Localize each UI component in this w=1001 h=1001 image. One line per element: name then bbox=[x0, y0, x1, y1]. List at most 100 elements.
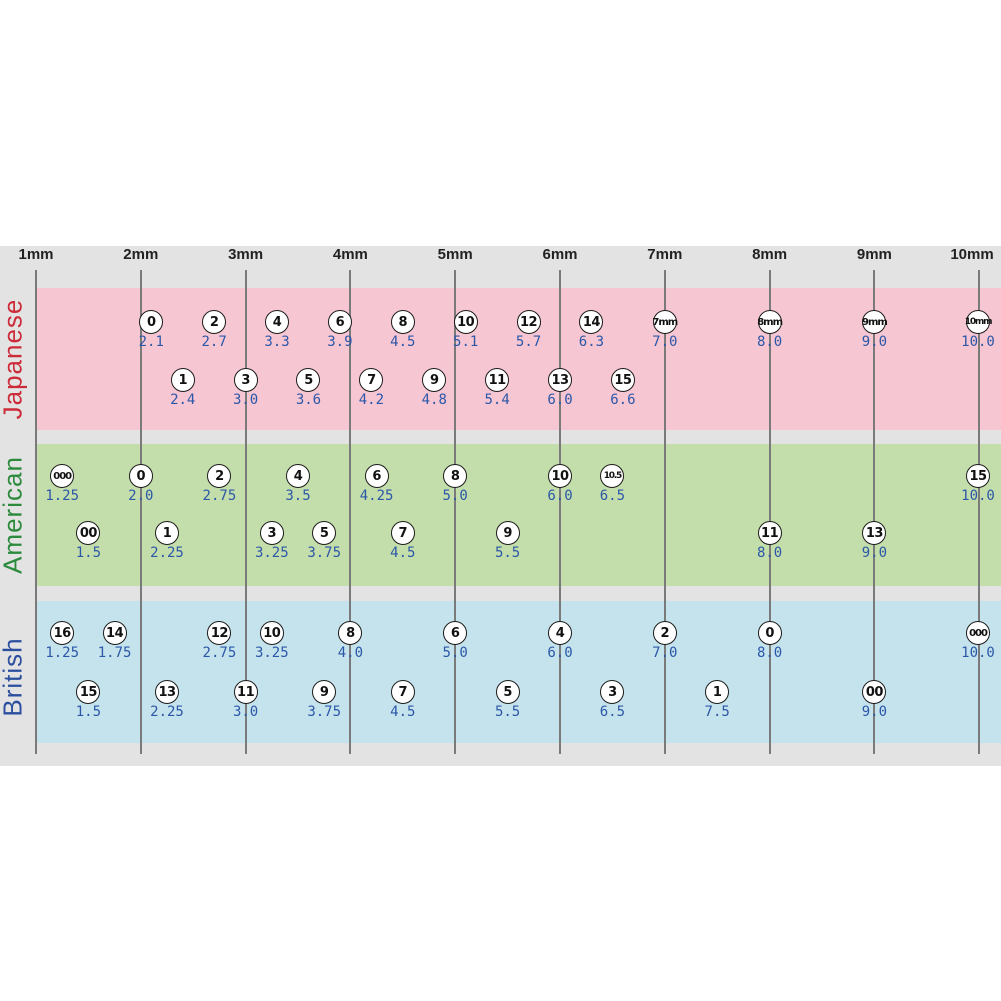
size-label: 10 bbox=[259, 621, 284, 645]
size-label: 5 bbox=[296, 368, 321, 392]
gridline-6mm bbox=[559, 270, 561, 754]
tick-label-7mm: 7mm bbox=[647, 246, 683, 263]
size-label: 12 bbox=[207, 621, 232, 645]
mm-value: 2.7 bbox=[201, 334, 227, 350]
size-label: 8mm bbox=[757, 310, 783, 334]
mm-value: 4.5 bbox=[390, 334, 416, 350]
size-label: 13 bbox=[862, 521, 887, 545]
tick-label-6mm: 6mm bbox=[542, 246, 578, 263]
size-label: 4 bbox=[286, 464, 310, 488]
size-label: 1 bbox=[155, 521, 179, 545]
size-label: 1 bbox=[170, 368, 195, 392]
mm-value: 4.25 bbox=[359, 488, 394, 504]
gridline-9mm bbox=[873, 270, 876, 754]
size-label: 000 bbox=[50, 464, 75, 488]
mm-value: 6.0 bbox=[547, 392, 573, 408]
size-label: 2 bbox=[652, 621, 677, 645]
mm-value: 8.0 bbox=[756, 334, 783, 350]
mm-value: 2.0 bbox=[128, 488, 154, 504]
tick-label-8mm: 8mm bbox=[752, 246, 788, 263]
size-label: 7 bbox=[390, 680, 415, 704]
size-label: 000 bbox=[966, 621, 990, 645]
mm-value: 3.5 bbox=[285, 488, 311, 504]
size-label: 11 bbox=[233, 680, 258, 704]
size-label: 15 bbox=[966, 464, 990, 488]
mm-value: 6.3 bbox=[578, 334, 605, 350]
mm-value: 4.5 bbox=[390, 704, 416, 720]
mm-value: 10.0 bbox=[961, 645, 995, 661]
size-label: 10.5 bbox=[600, 464, 625, 488]
size-label: 4 bbox=[548, 621, 572, 645]
gridline-7mm bbox=[663, 270, 666, 754]
tick-label-4mm: 4mm bbox=[332, 246, 368, 263]
size-label: 14 bbox=[102, 621, 127, 645]
mm-value: 9.0 bbox=[861, 545, 888, 561]
mm-value: 3.6 bbox=[295, 392, 322, 408]
mm-value: 5.5 bbox=[494, 704, 521, 720]
size-label: 8 bbox=[338, 621, 363, 645]
size-label: 13 bbox=[548, 368, 572, 392]
mm-value: 8.0 bbox=[756, 545, 783, 561]
mm-value: 6.5 bbox=[599, 488, 626, 504]
size-label: 3 bbox=[259, 521, 284, 545]
size-label: 16 bbox=[50, 621, 75, 645]
size-label: 10mm bbox=[965, 310, 992, 334]
size-label: 7 bbox=[390, 521, 415, 545]
gridline-2mm bbox=[139, 270, 142, 754]
band-british bbox=[36, 601, 1001, 743]
size-label: 7 bbox=[359, 368, 384, 392]
size-label: 2 bbox=[202, 310, 227, 334]
size-label: 9 bbox=[312, 680, 337, 704]
row-label-american-text: American bbox=[0, 456, 28, 574]
size-label: 9 bbox=[495, 521, 520, 545]
mm-value: 1.5 bbox=[75, 545, 102, 561]
mm-value: 6.0 bbox=[547, 488, 573, 504]
row-label-japanese-text: Japanese bbox=[0, 298, 28, 420]
size-label: 6 bbox=[443, 621, 468, 645]
mm-value: 2.1 bbox=[138, 334, 164, 350]
mm-value: 5.1 bbox=[453, 334, 479, 350]
mm-value: 2.25 bbox=[150, 545, 184, 561]
size-label: 13 bbox=[155, 680, 179, 704]
mm-value: 6.5 bbox=[599, 704, 626, 720]
size-label: 8 bbox=[443, 464, 468, 488]
mm-value: 7.0 bbox=[652, 645, 678, 661]
size-label: 11 bbox=[485, 368, 510, 392]
size-label: 8 bbox=[390, 310, 415, 334]
size-label: 7mm bbox=[652, 310, 678, 334]
size-label: 6 bbox=[327, 310, 352, 334]
size-label: 11 bbox=[757, 521, 782, 545]
mm-value: 2.75 bbox=[202, 645, 237, 661]
size-label: 14 bbox=[579, 310, 604, 334]
size-label: 1 bbox=[705, 680, 730, 704]
size-label: 0 bbox=[757, 621, 782, 645]
mm-value: 7.0 bbox=[652, 334, 678, 350]
size-label: 10 bbox=[453, 310, 478, 334]
gridline-10mm bbox=[978, 270, 981, 754]
mm-value: 3.9 bbox=[327, 334, 353, 350]
mm-value: 3.0 bbox=[232, 704, 259, 720]
tick-label-2mm: 2mm bbox=[123, 246, 159, 263]
mm-value: 3.3 bbox=[264, 334, 290, 350]
gridline-3mm bbox=[244, 270, 247, 754]
mm-value: 3.75 bbox=[307, 704, 342, 720]
mm-value: 5.5 bbox=[494, 545, 521, 561]
row-label-british-text: British bbox=[0, 637, 28, 717]
band-japanese bbox=[36, 288, 1001, 430]
size-label: 6 bbox=[364, 464, 389, 488]
mm-value: 6.6 bbox=[610, 392, 636, 408]
mm-value: 1.5 bbox=[75, 704, 102, 720]
mm-value: 2.4 bbox=[170, 392, 196, 408]
mm-value: 2.25 bbox=[150, 704, 184, 720]
mm-value: 4.0 bbox=[337, 645, 364, 661]
mm-value: 3.25 bbox=[254, 645, 289, 661]
size-label: 12 bbox=[516, 310, 541, 334]
size-label: 0 bbox=[139, 310, 164, 334]
mm-value: 5.0 bbox=[442, 645, 468, 661]
mm-value: 5.0 bbox=[442, 488, 468, 504]
size-label: 5 bbox=[495, 680, 520, 704]
mm-value: 2.75 bbox=[202, 488, 237, 504]
mm-value: 10.0 bbox=[961, 334, 995, 350]
gridline-8mm bbox=[768, 270, 771, 754]
